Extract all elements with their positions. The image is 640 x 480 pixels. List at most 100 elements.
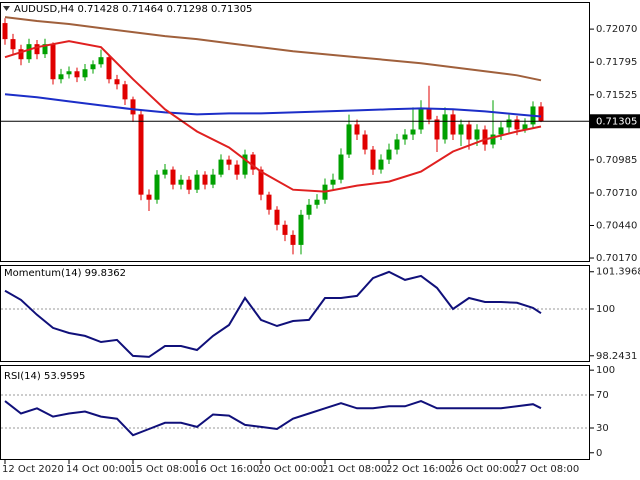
candle-body xyxy=(250,154,256,170)
candle-body xyxy=(50,44,56,80)
y-tick-label: 0.71525 xyxy=(596,90,637,101)
candle-body xyxy=(474,129,480,140)
y-tick-label: 0.70170 xyxy=(596,253,637,264)
candle-body xyxy=(90,64,96,70)
y-tick-label: 0 xyxy=(596,448,602,459)
candle-body xyxy=(298,214,304,245)
candle-body xyxy=(402,134,408,140)
indicator-line xyxy=(4,93,542,118)
y-tick-label: 70 xyxy=(596,390,609,401)
candle-body xyxy=(194,174,200,190)
candle-body xyxy=(338,154,344,180)
y-tick-label: 30 xyxy=(596,423,609,434)
candle-body xyxy=(242,154,248,175)
candle-body xyxy=(234,164,240,175)
candle-body xyxy=(258,169,264,195)
y-tick-label: 0.70440 xyxy=(596,220,637,231)
chart-title: AUDUSD,H4 0.71428 0.71464 0.71298 0.7130… xyxy=(14,4,252,15)
candle-body xyxy=(490,134,496,145)
candle-body xyxy=(186,179,192,190)
panel-frame xyxy=(0,2,590,262)
candle-body xyxy=(58,74,64,80)
candle-body xyxy=(138,114,144,195)
indicator-line xyxy=(4,40,542,193)
candle-body xyxy=(538,106,544,122)
candle-body xyxy=(274,209,280,225)
candle-body xyxy=(466,124,472,140)
candle-body xyxy=(522,124,528,130)
candle-body xyxy=(10,39,16,50)
candle-body xyxy=(34,44,40,55)
candle-body xyxy=(18,49,24,60)
x-tick-label: 15 Oct 08:00 xyxy=(130,464,195,475)
candle-body xyxy=(202,174,208,185)
indicator-line xyxy=(4,16,542,82)
candle-body xyxy=(394,139,400,150)
candle-body xyxy=(378,159,384,170)
indicator-line xyxy=(4,400,542,437)
panel-frame xyxy=(0,265,590,362)
candle-body xyxy=(210,174,216,185)
x-tick-label: 12 Oct 2020 xyxy=(2,464,64,475)
y-tick-label: 101.3968 xyxy=(596,267,640,278)
x-tick-label: 14 Oct 00:00 xyxy=(66,464,131,475)
candle-body xyxy=(130,99,136,115)
y-tick-label: 98.2431 xyxy=(596,351,637,362)
candle-body xyxy=(306,204,312,215)
x-tick-label: 27 Oct 08:00 xyxy=(514,464,579,475)
x-tick-label: 22 Oct 16:00 xyxy=(386,464,451,475)
candle-body xyxy=(178,179,184,185)
current-price-label: 0.71305 xyxy=(596,116,637,127)
candle-body xyxy=(146,194,152,200)
candle-body xyxy=(482,129,488,145)
x-tick-label: 20 Oct 00:00 xyxy=(258,464,323,475)
candle-body xyxy=(442,114,448,140)
candle-body xyxy=(362,134,368,150)
indicator-line xyxy=(4,270,542,358)
candle-body xyxy=(266,194,272,210)
candle-body xyxy=(162,169,168,175)
candle-body xyxy=(74,71,80,78)
candle-body xyxy=(26,44,32,60)
candle-body xyxy=(42,44,48,55)
y-tick-label: 0.72070 xyxy=(596,24,637,35)
candle-body xyxy=(98,57,104,65)
candle-body xyxy=(82,69,88,78)
candle-body xyxy=(290,234,296,245)
candle-body xyxy=(426,109,432,120)
panel-frame xyxy=(0,365,590,460)
candle-body xyxy=(418,109,424,130)
candle-body xyxy=(122,84,128,100)
candle-body xyxy=(514,119,520,130)
candle-body xyxy=(506,119,512,128)
candle-body xyxy=(410,129,416,135)
candle-body xyxy=(346,124,352,155)
candle-body xyxy=(354,124,360,135)
candle-body xyxy=(154,174,160,200)
y-tick-label: 100 xyxy=(596,304,615,315)
candle-body xyxy=(386,149,392,160)
candle-body xyxy=(498,127,504,135)
candle-body xyxy=(434,119,440,140)
candle-body xyxy=(2,23,8,40)
x-tick-label: 26 Oct 00:00 xyxy=(450,464,515,475)
candle-body xyxy=(330,179,336,185)
candle-body xyxy=(66,71,72,75)
y-tick-label: 100 xyxy=(596,365,615,376)
x-tick-label: 16 Oct 16:00 xyxy=(194,464,259,475)
candle-body xyxy=(282,224,288,235)
momentum-title: Momentum(14) 99.8362 xyxy=(4,268,126,279)
price-tag xyxy=(590,114,640,129)
x-tick-label: 21 Oct 08:00 xyxy=(322,464,387,475)
y-tick-label: 0.71795 xyxy=(596,57,637,68)
candle-body xyxy=(114,79,120,85)
rsi-title: RSI(14) 53.9595 xyxy=(4,371,85,382)
candle-body xyxy=(370,149,376,170)
symbol-arrow xyxy=(3,6,10,11)
candle-body xyxy=(226,159,232,165)
candle-body xyxy=(458,124,464,135)
candle-body xyxy=(218,159,224,175)
candle-body xyxy=(314,199,320,205)
